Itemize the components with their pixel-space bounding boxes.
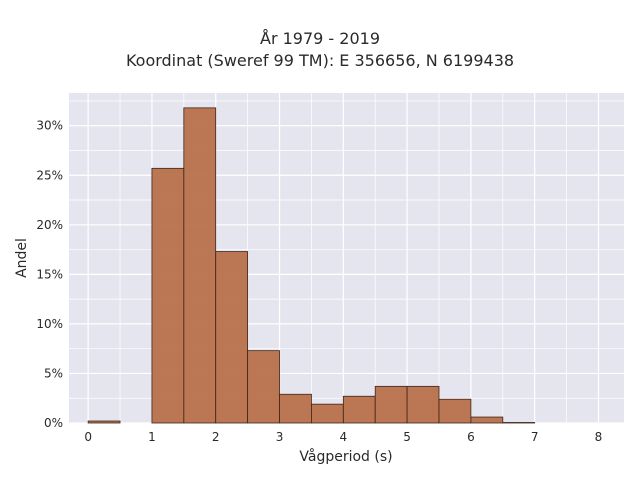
x-tick-label: 4 xyxy=(339,430,347,444)
x-axis-label: Vågperiod (s) xyxy=(299,448,392,465)
x-tick-label: 6 xyxy=(467,430,475,444)
histogram-bar xyxy=(151,167,185,424)
chart-title: År 1979 - 2019 xyxy=(260,29,380,48)
y-tick-label: 25% xyxy=(36,168,63,182)
y-tick-label: 0% xyxy=(44,416,63,430)
histogram-bar xyxy=(247,350,280,424)
y-tick-label: 15% xyxy=(36,267,63,281)
histogram-bar xyxy=(470,416,504,424)
x-axis-ticks: 0 1 2 3 4 5 6 7 8 xyxy=(84,430,602,444)
y-tick-label: 30% xyxy=(36,119,63,133)
x-tick-label: 3 xyxy=(276,430,284,444)
y-axis-ticks: 0% 5% 10% 15% 20% 25% 30% xyxy=(36,119,63,430)
y-tick-label: 20% xyxy=(36,218,63,232)
y-axis-label: Andel xyxy=(14,238,30,278)
histogram-bar xyxy=(215,251,249,424)
histogram-bar xyxy=(87,420,121,424)
x-tick-label: 1 xyxy=(148,430,156,444)
x-tick-label: 7 xyxy=(531,430,539,444)
histogram-bar xyxy=(438,398,472,424)
x-tick-label: 2 xyxy=(212,430,220,444)
x-tick-label: 0 xyxy=(84,430,92,444)
x-tick-label: 5 xyxy=(403,430,411,444)
bars xyxy=(87,107,536,424)
histogram-bar xyxy=(311,403,344,424)
y-tick-label: 5% xyxy=(44,366,63,380)
y-tick-label: 10% xyxy=(36,317,63,331)
histogram-bar xyxy=(279,393,312,424)
histogram-bar xyxy=(183,107,217,424)
histogram-bar xyxy=(342,395,376,424)
x-tick-label: 8 xyxy=(595,430,603,444)
histogram-bar xyxy=(406,385,440,424)
histogram-bar xyxy=(374,385,408,424)
chart-subtitle: Koordinat (Sweref 99 TM): E 356656, N 61… xyxy=(125,51,515,70)
